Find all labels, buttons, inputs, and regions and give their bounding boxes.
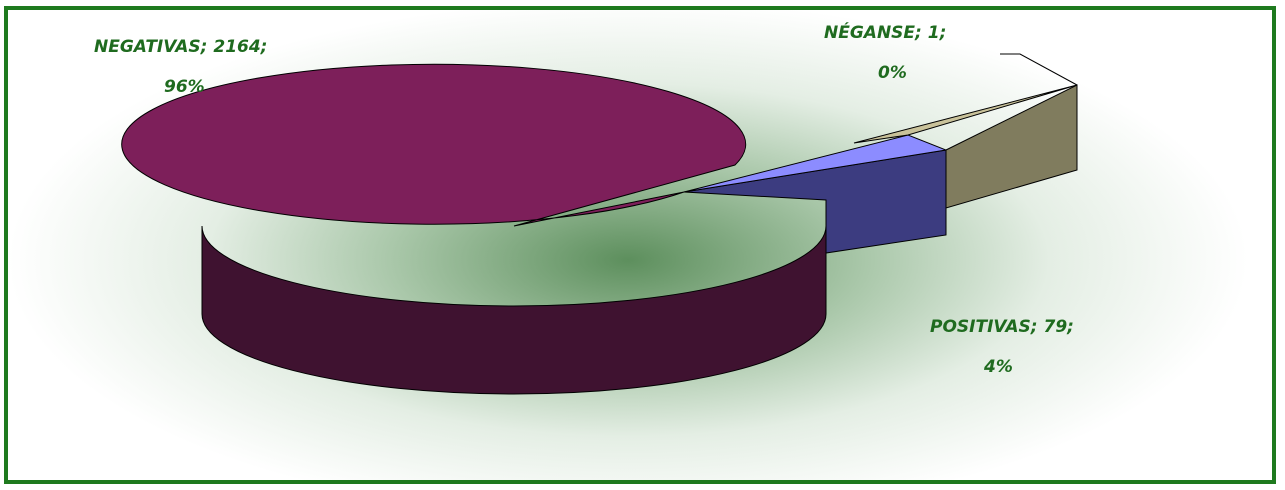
data-label-positivas-line1: POSITIVAS; 79; [930,317,1074,337]
pie-slice-negativas-side [201,225,827,395]
data-label-negativas-line1: NEGATIVAS; 2164; [94,37,267,57]
data-label-negativas-line2: 96% [164,77,205,97]
leader-line-neganse [1000,53,1078,86]
chart-frame: NEGATIVAS; 2164; 96% POSITIVAS; 79; 4% N… [4,6,1276,484]
data-label-neganse-line1: NÉGANSE; 1; [824,21,946,43]
pie-slice-neganse [853,84,1078,144]
data-label-positivas-line2: 4% [983,357,1013,377]
pie-slice-positivas [683,134,948,193]
pie-chart: NEGATIVAS; 2164; 96% POSITIVAS; 79; 4% N… [94,21,1078,395]
pie-slice-negativas [121,63,747,227]
data-label-neganse-line2: 0% [878,63,907,83]
pie-slice-neganse-side [945,84,1078,209]
